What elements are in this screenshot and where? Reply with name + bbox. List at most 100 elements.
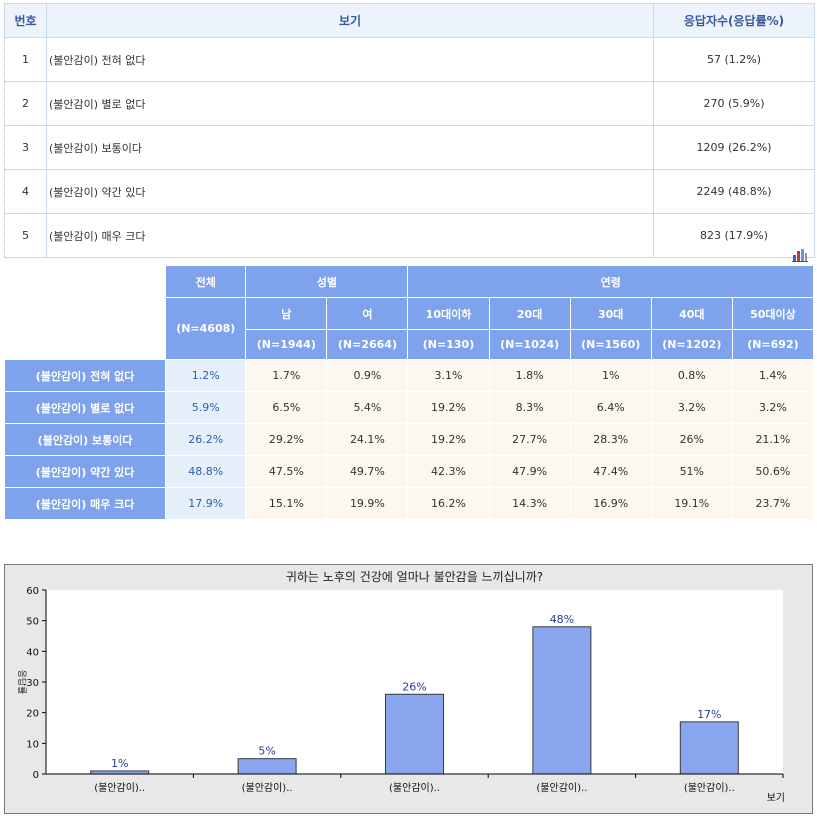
table-row: 4 (불안감이) 약간 있다 2249 (48.8%): [4, 169, 815, 214]
header-male: 남: [246, 298, 327, 329]
chart-title: 귀하는 노후의 건강에 얼마나 불안감을 느끼십니까?: [286, 570, 543, 584]
x-tick-label: (불안감이)..: [94, 782, 145, 794]
value-cell: 24.1%: [327, 424, 408, 455]
value-cell: 19.2%: [408, 392, 489, 423]
y-tick-label: 20: [26, 709, 39, 720]
header-age-50s-n: (N=692): [732, 330, 813, 359]
header-female-n: (N=2664): [327, 330, 408, 359]
value-cell: 16.9%: [570, 488, 651, 519]
total-cell: 48.8%: [166, 456, 246, 487]
value-cell: 19.9%: [327, 488, 408, 519]
value-cell: 1.8%: [489, 360, 570, 391]
y-tick-label: 30: [26, 678, 39, 689]
header-age-10s: 10대이하: [408, 298, 489, 329]
table-row: (불안감이) 보통이다 26.2% 29.2% 24.1% 19.2% 27.7% 28.3…: [5, 424, 813, 455]
row-number: 1: [4, 37, 47, 82]
value-cell: 27.7%: [489, 424, 570, 455]
value-cell: 47.4%: [570, 456, 651, 487]
value-cell: 8.3%: [489, 392, 570, 423]
y-tick-label: 40: [26, 647, 39, 658]
header-age-40s-n: (N=1202): [651, 330, 732, 359]
value-cell: 5.4%: [327, 392, 408, 423]
header-total: 전체: [166, 266, 246, 297]
chart-canvas: 귀하는 노후의 건강에 얼마나 불안감을 느끼십니까? 0 10 20 30 40 50 60…: [16, 570, 785, 804]
row-label: (불안감이) 약간 있다: [5, 456, 166, 487]
value-cell: 47.5%: [246, 456, 327, 487]
response-count: 823 (17.9%): [653, 213, 815, 258]
value-cell: 1%: [570, 360, 651, 391]
bar: [532, 626, 592, 775]
value-cell: 16.2%: [408, 488, 489, 519]
row-number: 2: [4, 81, 47, 126]
header-age-40s: 40대: [651, 298, 732, 329]
table-row: (불안감이) 전혀 없다 1.2% 1.7% 0.9% 3.1% 1.8% 1% 0.8% 1.…: [5, 360, 813, 391]
header-age: 연령: [408, 266, 813, 297]
total-cell: 1.2%: [166, 360, 246, 391]
x-axis-label: 보기: [767, 792, 785, 804]
option-text: (불안감이) 매우 크다: [46, 213, 654, 258]
value-cell: 3.2%: [651, 392, 732, 423]
table-row: (불안감이) 매우 크다 17.9% 15.1% 19.9% 16.2% 14.3% 16.…: [5, 488, 813, 519]
value-cell: 1.7%: [246, 360, 327, 391]
row-number: 5: [4, 213, 47, 258]
row-label: (불안감이) 매우 크다: [5, 488, 166, 519]
x-tick-label: (불안감이)..: [684, 782, 735, 794]
value-cell: 3.1%: [408, 360, 489, 391]
value-cell: 50.6%: [732, 456, 813, 487]
y-tick-label: 10: [26, 739, 39, 750]
value-cell: 49.7%: [327, 456, 408, 487]
option-text: (불안감이) 약간 있다: [46, 169, 654, 214]
crosstab-corner: [5, 298, 166, 329]
header-option: 보기: [46, 3, 654, 38]
data-label: 1%: [111, 757, 128, 770]
option-text: (불안감이) 보통이다: [46, 125, 654, 170]
response-bar-chart: 귀하는 노후의 건강에 얼마나 불안감을 느끼십니까? 0 10 20 30 40 50 60…: [4, 564, 813, 814]
data-label: 5%: [258, 745, 275, 758]
total-cell: 17.9%: [166, 488, 246, 519]
data-label: 26%: [402, 680, 426, 693]
response-count: 270 (5.9%): [653, 81, 815, 126]
value-cell: 29.2%: [246, 424, 327, 455]
x-tick-label: (불안감이)..: [389, 782, 440, 794]
table-row: (불안감이) 약간 있다 48.8% 47.5% 49.7% 42.3% 47.9% 47.…: [5, 456, 813, 487]
value-cell: 51%: [651, 456, 732, 487]
response-table: 번호 보기 응답자수(응답률%) 1 (불안감이) 전혀 없다 57 (1.2%) 2…: [4, 3, 815, 258]
bar-chart-icon[interactable]: [792, 248, 808, 262]
value-cell: 21.1%: [732, 424, 813, 455]
table-row: 5 (불안감이) 매우 크다 823 (17.9%): [4, 213, 815, 258]
total-cell: 5.9%: [166, 392, 246, 423]
crosstab-corner: [5, 330, 166, 359]
response-count: 1209 (26.2%): [653, 125, 815, 170]
header-age-50s: 50대이상: [732, 298, 813, 329]
header-female: 여: [327, 298, 408, 329]
value-cell: 23.7%: [732, 488, 813, 519]
bar: [679, 721, 739, 775]
value-cell: 28.3%: [570, 424, 651, 455]
option-text: (불안감이) 전혀 없다: [46, 37, 654, 82]
data-label: 17%: [697, 708, 721, 721]
table-row: 2 (불안감이) 별로 없다 270 (5.9%): [4, 81, 815, 126]
value-cell: 47.9%: [489, 456, 570, 487]
value-cell: 19.1%: [651, 488, 732, 519]
value-cell: 42.3%: [408, 456, 489, 487]
value-cell: 0.9%: [327, 360, 408, 391]
value-cell: 26%: [651, 424, 732, 455]
bar: [385, 693, 444, 775]
row-label: (불안감이) 별로 없다: [5, 392, 166, 423]
crosstab-corner: [5, 266, 166, 297]
value-cell: 1.4%: [732, 360, 813, 391]
value-cell: 0.8%: [651, 360, 732, 391]
x-tick-label: (불안감이)..: [242, 782, 293, 794]
response-count: 57 (1.2%): [653, 37, 815, 82]
row-label: (불안감이) 보통이다: [5, 424, 166, 455]
value-cell: 6.4%: [570, 392, 651, 423]
row-number: 3: [4, 125, 47, 170]
y-axis-label: 응답률: [16, 670, 28, 695]
table-row: 1 (불안감이) 전혀 없다 57 (1.2%): [4, 37, 815, 82]
header-male-n: (N=1944): [246, 330, 327, 359]
header-total-n: (N=4608): [166, 298, 246, 359]
response-count: 2249 (48.8%): [653, 169, 815, 214]
crosstab-table: 전체 성별 연령 (N=4608) 남 여 10대이하 20대 30대 40대 …: [4, 265, 814, 520]
table-row: 3 (불안감이) 보통이다 1209 (26.2%): [4, 125, 815, 170]
header-no: 번호: [4, 3, 47, 38]
